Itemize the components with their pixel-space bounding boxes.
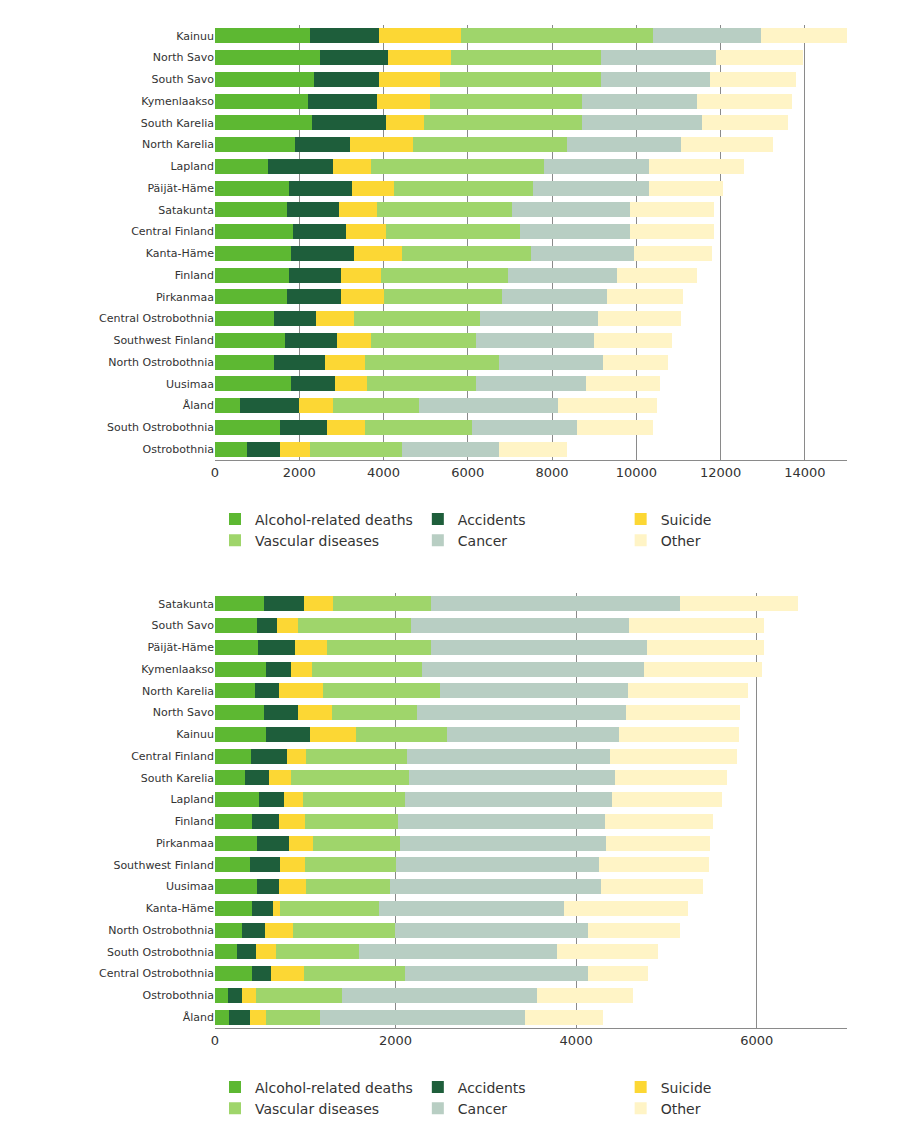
- svg-text:Kanta-Häme: Kanta-Häme: [146, 247, 214, 260]
- svg-text:4000: 4000: [367, 465, 400, 480]
- svg-text:14000: 14000: [784, 465, 825, 480]
- svg-text:South Ostrobothnia: South Ostrobothnia: [107, 421, 214, 434]
- svg-text:Lapland: Lapland: [170, 160, 214, 173]
- svg-text:Kainuu: Kainuu: [176, 30, 214, 43]
- svg-text:South Savo: South Savo: [152, 73, 215, 86]
- svg-text:Pirkanmaa: Pirkanmaa: [156, 291, 214, 304]
- svg-text:10000: 10000: [616, 465, 657, 480]
- svg-text:Suicide: Suicide: [661, 1080, 712, 1096]
- svg-text:Åland: Åland: [183, 399, 214, 412]
- svg-text:Kanta-Häme: Kanta-Häme: [146, 902, 214, 915]
- svg-text:Päijät-Häme: Päijät-Häme: [147, 641, 214, 654]
- svg-text:Accidents: Accidents: [458, 512, 526, 528]
- svg-text:North Savo: North Savo: [153, 706, 214, 719]
- svg-text:Ostrobothnia: Ostrobothnia: [143, 443, 214, 456]
- svg-text:Päijät-Häme: Päijät-Häme: [147, 182, 214, 195]
- svg-text:6000: 6000: [740, 1033, 773, 1048]
- svg-text:Alcohol-related deaths: Alcohol-related deaths: [255, 1080, 413, 1096]
- svg-text:North Karelia: North Karelia: [142, 138, 214, 151]
- svg-text:Central Ostrobothnia: Central Ostrobothnia: [99, 312, 214, 325]
- svg-text:Åland: Åland: [183, 1011, 214, 1024]
- svg-text:South Savo: South Savo: [152, 619, 215, 632]
- svg-text:2000: 2000: [283, 465, 316, 480]
- svg-text:Satakunta: Satakunta: [158, 598, 214, 611]
- svg-text:Kymenlaakso: Kymenlaakso: [141, 95, 214, 108]
- svg-text:Kymenlaakso: Kymenlaakso: [141, 663, 214, 676]
- svg-text:Uusimaa: Uusimaa: [166, 880, 214, 893]
- svg-text:Central Finland: Central Finland: [131, 750, 214, 763]
- svg-text:0: 0: [211, 1033, 219, 1048]
- svg-text:Other: Other: [661, 1101, 701, 1117]
- svg-text:Alcohol-related deaths: Alcohol-related deaths: [255, 512, 413, 528]
- svg-text:Uusimaa: Uusimaa: [166, 378, 214, 391]
- svg-text:12000: 12000: [700, 465, 741, 480]
- svg-text:South Ostrobothnia: South Ostrobothnia: [107, 946, 214, 959]
- svg-text:Vascular diseases: Vascular diseases: [255, 1101, 379, 1117]
- svg-text:Cancer: Cancer: [458, 1101, 508, 1117]
- svg-text:4000: 4000: [560, 1033, 593, 1048]
- svg-text:South Karelia: South Karelia: [141, 117, 214, 130]
- svg-text:0: 0: [211, 465, 219, 480]
- svg-text:Pirkanmaa: Pirkanmaa: [156, 837, 214, 850]
- svg-text:Cancer: Cancer: [458, 533, 508, 549]
- svg-text:Finland: Finland: [175, 269, 214, 282]
- svg-text:South Karelia: South Karelia: [141, 772, 214, 785]
- svg-text:Central Ostrobothnia: Central Ostrobothnia: [99, 967, 214, 980]
- svg-text:Other: Other: [661, 533, 701, 549]
- svg-text:Finland: Finland: [175, 815, 214, 828]
- svg-text:8000: 8000: [536, 465, 569, 480]
- svg-text:North Ostrobothnia: North Ostrobothnia: [108, 924, 214, 937]
- svg-text:Ostrobothnia: Ostrobothnia: [143, 989, 214, 1002]
- svg-text:Southwest Finland: Southwest Finland: [113, 859, 214, 872]
- svg-text:Central Finland: Central Finland: [131, 225, 214, 238]
- svg-text:Satakunta: Satakunta: [158, 204, 214, 217]
- svg-text:Kainuu: Kainuu: [176, 728, 214, 741]
- svg-text:Suicide: Suicide: [661, 512, 712, 528]
- svg-text:Vascular diseases: Vascular diseases: [255, 533, 379, 549]
- svg-text:6000: 6000: [451, 465, 484, 480]
- svg-text:Southwest Finland: Southwest Finland: [113, 334, 214, 347]
- svg-text:2000: 2000: [379, 1033, 412, 1048]
- svg-text:North Ostrobothnia: North Ostrobothnia: [108, 356, 214, 369]
- svg-text:North Savo: North Savo: [153, 51, 214, 64]
- svg-text:Lapland: Lapland: [170, 793, 214, 806]
- svg-text:North Karelia: North Karelia: [142, 685, 214, 698]
- svg-text:Accidents: Accidents: [458, 1080, 526, 1096]
